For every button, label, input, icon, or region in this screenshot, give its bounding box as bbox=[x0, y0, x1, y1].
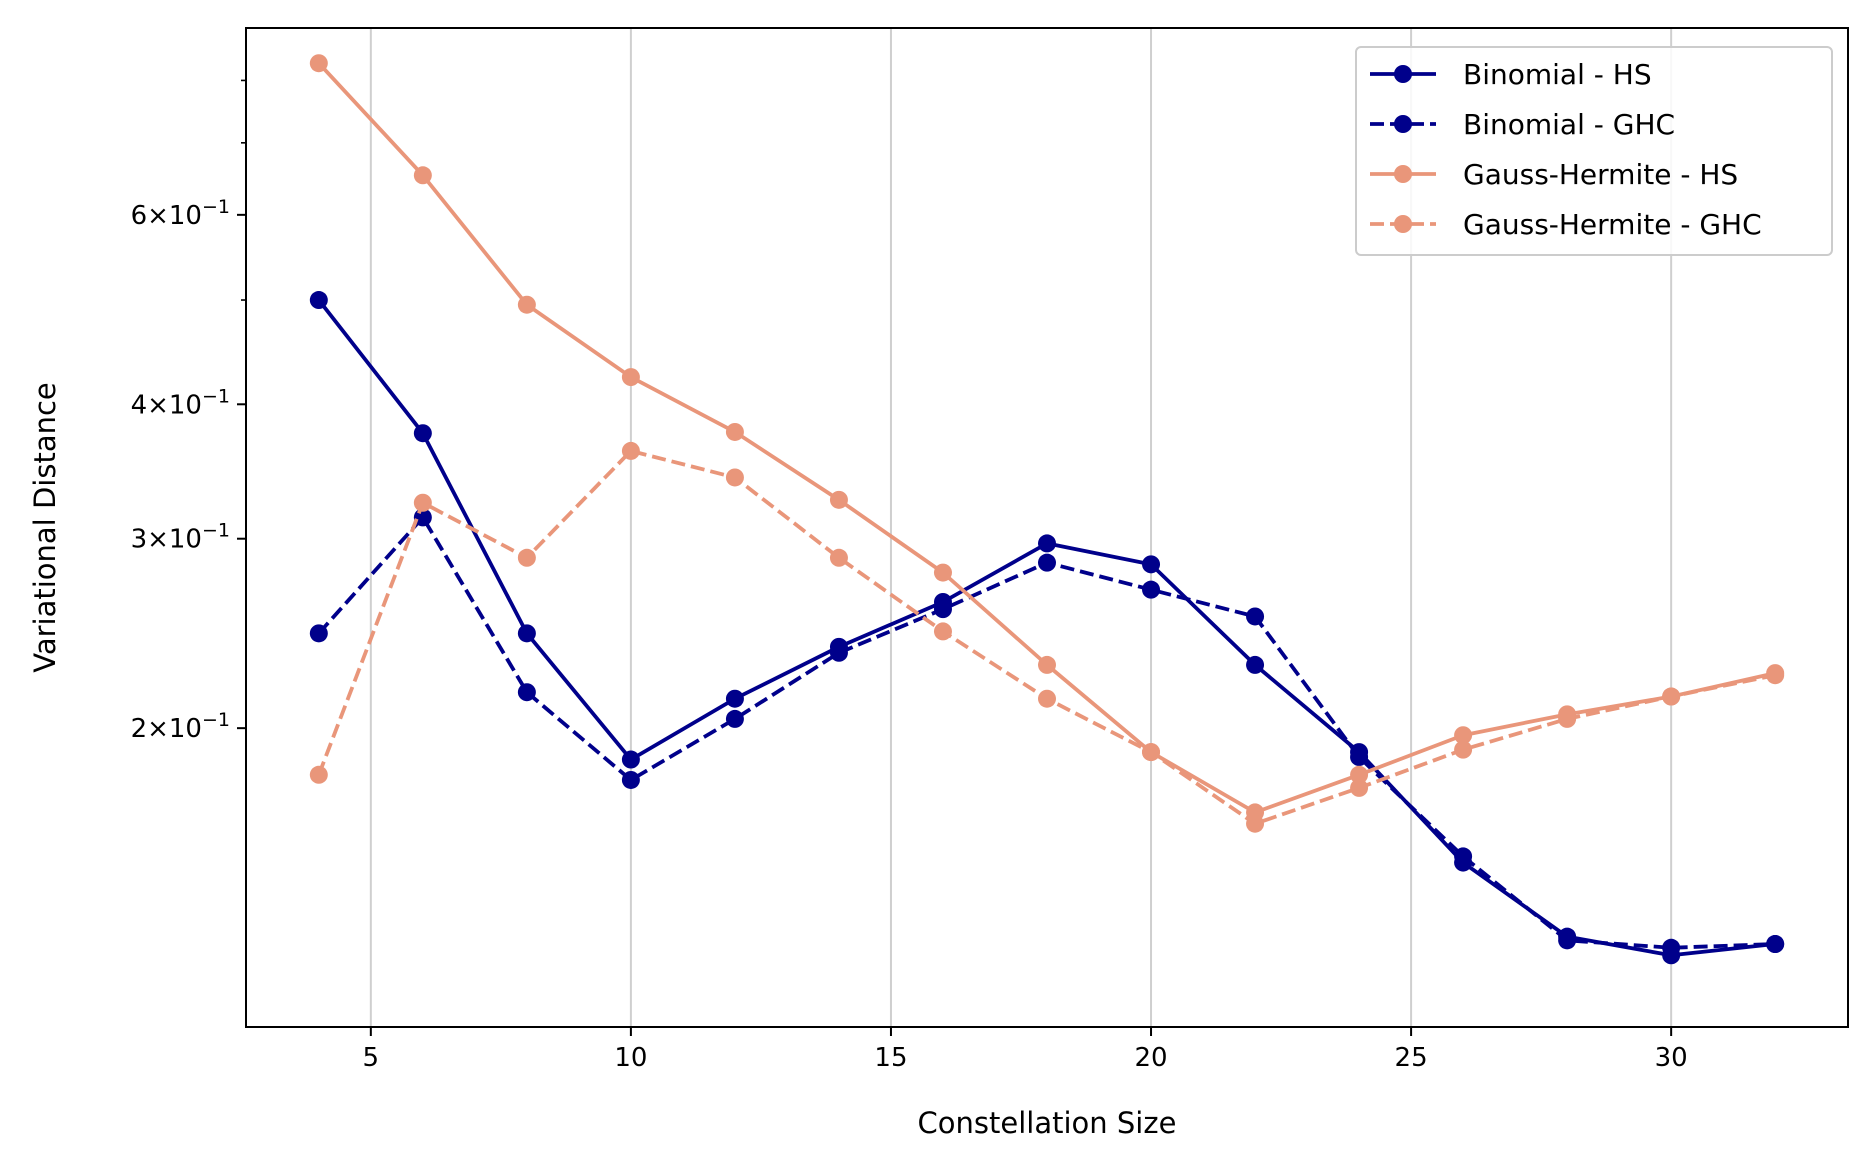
y-tick-label: 6×10−1 bbox=[131, 196, 230, 231]
data-point bbox=[829, 548, 848, 567]
data-point bbox=[1038, 655, 1056, 674]
data-point bbox=[829, 490, 848, 509]
data-point bbox=[309, 291, 328, 310]
data-point bbox=[1142, 580, 1161, 599]
data-point bbox=[621, 441, 640, 460]
data-point bbox=[621, 368, 640, 387]
legend-label: Gauss-Hermite - GHC bbox=[1463, 208, 1762, 241]
data-point bbox=[1142, 555, 1161, 574]
data-point bbox=[933, 563, 952, 582]
data-point bbox=[1454, 740, 1473, 759]
data-point bbox=[933, 600, 952, 619]
legend-item: Gauss-Hermite - HS bbox=[1370, 158, 1738, 191]
legend-label: Binomial - HS bbox=[1463, 58, 1652, 91]
x-axis: 5 10 15 20 25 30 bbox=[363, 1027, 1688, 1073]
data-point bbox=[1038, 689, 1056, 708]
data-point bbox=[413, 424, 432, 443]
data-point bbox=[725, 689, 744, 708]
plot-frame bbox=[245, 27, 1849, 1028]
series-gauss-hermite-ghc bbox=[309, 441, 1785, 833]
data-point bbox=[621, 770, 640, 789]
x-tick-label: 30 bbox=[1655, 1043, 1688, 1073]
legend-box bbox=[1355, 46, 1833, 256]
data-point bbox=[829, 643, 848, 662]
data-point bbox=[309, 624, 328, 643]
data-point bbox=[725, 468, 744, 487]
x-tick-label: 20 bbox=[1134, 1043, 1167, 1073]
data-point bbox=[517, 683, 536, 702]
data-point bbox=[725, 709, 744, 728]
data-point bbox=[1246, 655, 1265, 674]
data-point bbox=[413, 493, 432, 512]
legend-label: Binomial - GHC bbox=[1463, 108, 1675, 141]
data-point bbox=[1662, 687, 1681, 706]
data-point bbox=[309, 54, 328, 73]
legend-label: Gauss-Hermite - HS bbox=[1463, 158, 1738, 191]
data-point bbox=[1246, 814, 1265, 833]
series-binomial-ghc bbox=[309, 508, 1785, 957]
data-point bbox=[309, 765, 328, 784]
x-axis-label: Constellation Size bbox=[918, 1106, 1177, 1140]
legend-item: Binomial - GHC bbox=[1370, 108, 1675, 141]
data-point bbox=[1038, 534, 1056, 553]
y-tick-label: 4×10−1 bbox=[131, 385, 230, 420]
legend-marker bbox=[1394, 65, 1412, 83]
data-point bbox=[621, 750, 640, 769]
data-point bbox=[1766, 935, 1785, 954]
data-point bbox=[933, 622, 952, 641]
data-point bbox=[1454, 847, 1473, 866]
legend-marker bbox=[1394, 215, 1412, 233]
data-point bbox=[1454, 726, 1473, 745]
legend-item: Binomial - HS bbox=[1370, 58, 1652, 91]
x-tick-label: 5 bbox=[363, 1043, 380, 1073]
data-point bbox=[1350, 765, 1369, 784]
data-point bbox=[1662, 938, 1681, 957]
y-axis: 2×10−1 3×10−1 4×10−1 6×10−1 bbox=[131, 79, 246, 744]
legend-marker bbox=[1394, 165, 1412, 183]
series-layer bbox=[309, 54, 1785, 965]
legend: Binomial - HS Binomial - GHC Gauss-Hermite… bbox=[1355, 46, 1833, 256]
y-tick-label: 3×10−1 bbox=[131, 520, 230, 555]
legend-item: Gauss-Hermite - GHC bbox=[1370, 208, 1762, 241]
data-point bbox=[1350, 748, 1369, 767]
legend-marker bbox=[1394, 115, 1412, 133]
data-point bbox=[1350, 778, 1369, 797]
grid-lines bbox=[369, 28, 1673, 1027]
x-tick-label: 25 bbox=[1395, 1043, 1428, 1073]
data-point bbox=[725, 422, 744, 441]
data-point bbox=[1142, 743, 1161, 762]
data-point bbox=[1558, 709, 1577, 728]
y-axis-label: Variational Distance bbox=[28, 382, 62, 673]
data-point bbox=[413, 166, 432, 185]
y-tick-label: 2×10−1 bbox=[131, 709, 230, 744]
data-point bbox=[517, 624, 536, 643]
data-point bbox=[1766, 666, 1785, 685]
data-point bbox=[517, 295, 536, 314]
data-point bbox=[1558, 931, 1577, 950]
x-tick-label: 10 bbox=[614, 1043, 647, 1073]
data-point bbox=[1038, 553, 1056, 572]
x-tick-label: 15 bbox=[874, 1043, 907, 1073]
data-point bbox=[517, 548, 536, 567]
data-point bbox=[1246, 607, 1265, 626]
